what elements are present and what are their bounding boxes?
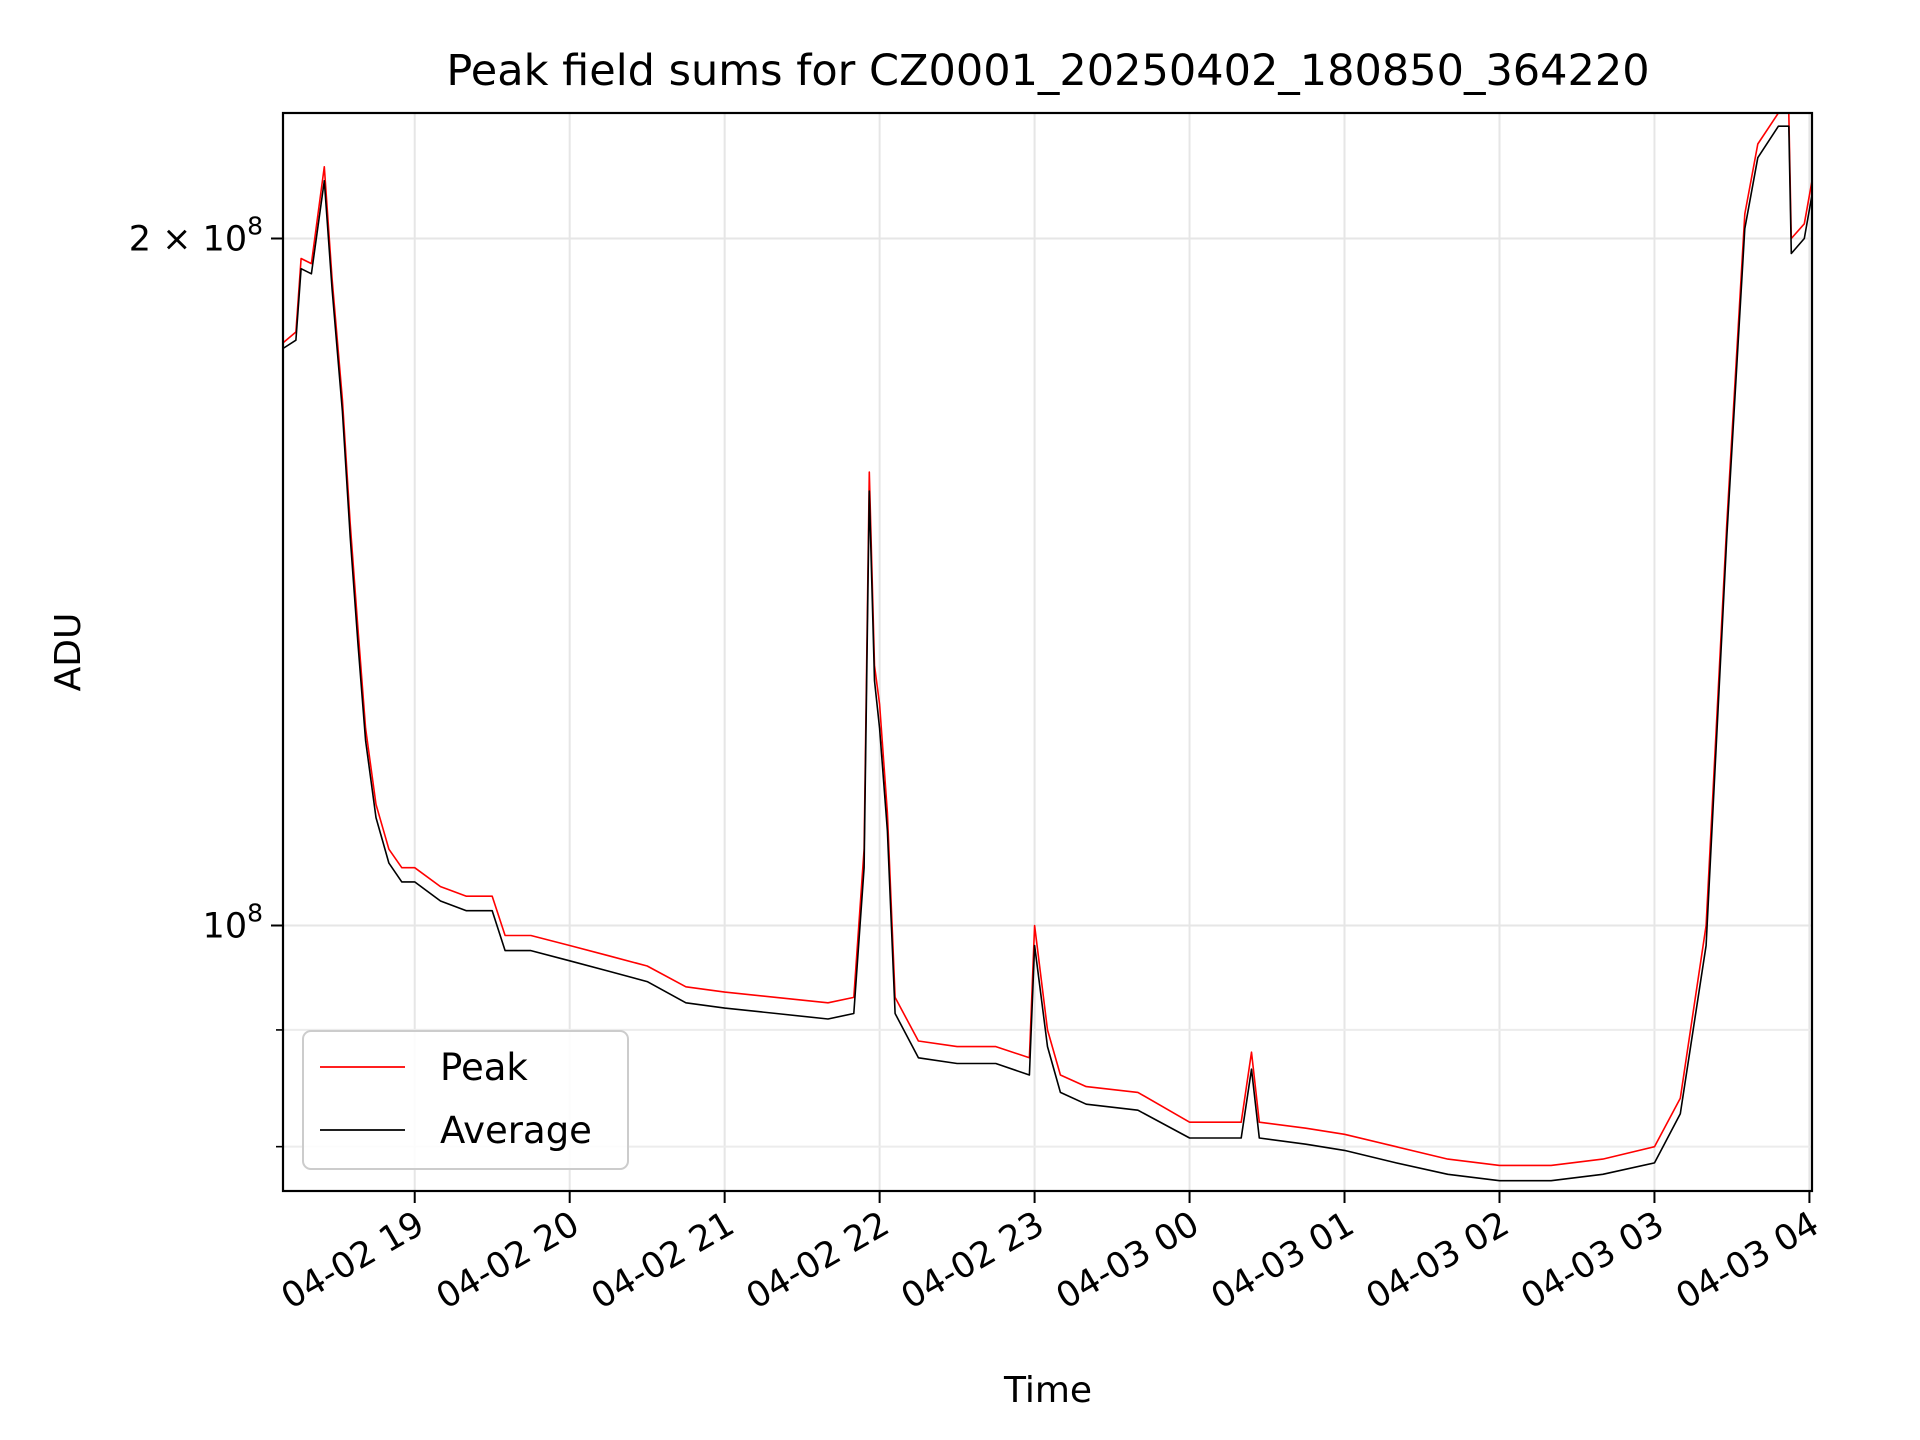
legend-label-peak: Peak (440, 1046, 528, 1089)
legend-box (302, 1030, 629, 1170)
y-tick-base: 2 × 10 (129, 220, 247, 260)
y-tick-label: 108 (203, 898, 263, 946)
legend: Peak Average (302, 1030, 629, 1170)
y-tick-exponent: 8 (247, 212, 263, 241)
legend-label-average: Average (440, 1109, 592, 1152)
y-axis-label: ADU (48, 613, 89, 692)
y-tick-label: 2 × 108 (129, 212, 263, 260)
chart-title: Peak field sums for CZ0001_20250402_1808… (446, 46, 1649, 96)
x-axis-label: Time (1003, 1370, 1092, 1411)
series-layer (282, 112, 1813, 1182)
plot-frame (281, 111, 1814, 1193)
y-tick-base: 10 (203, 906, 248, 946)
y-tick-exponent: 8 (247, 898, 263, 927)
series-line-average (282, 125, 1813, 1182)
